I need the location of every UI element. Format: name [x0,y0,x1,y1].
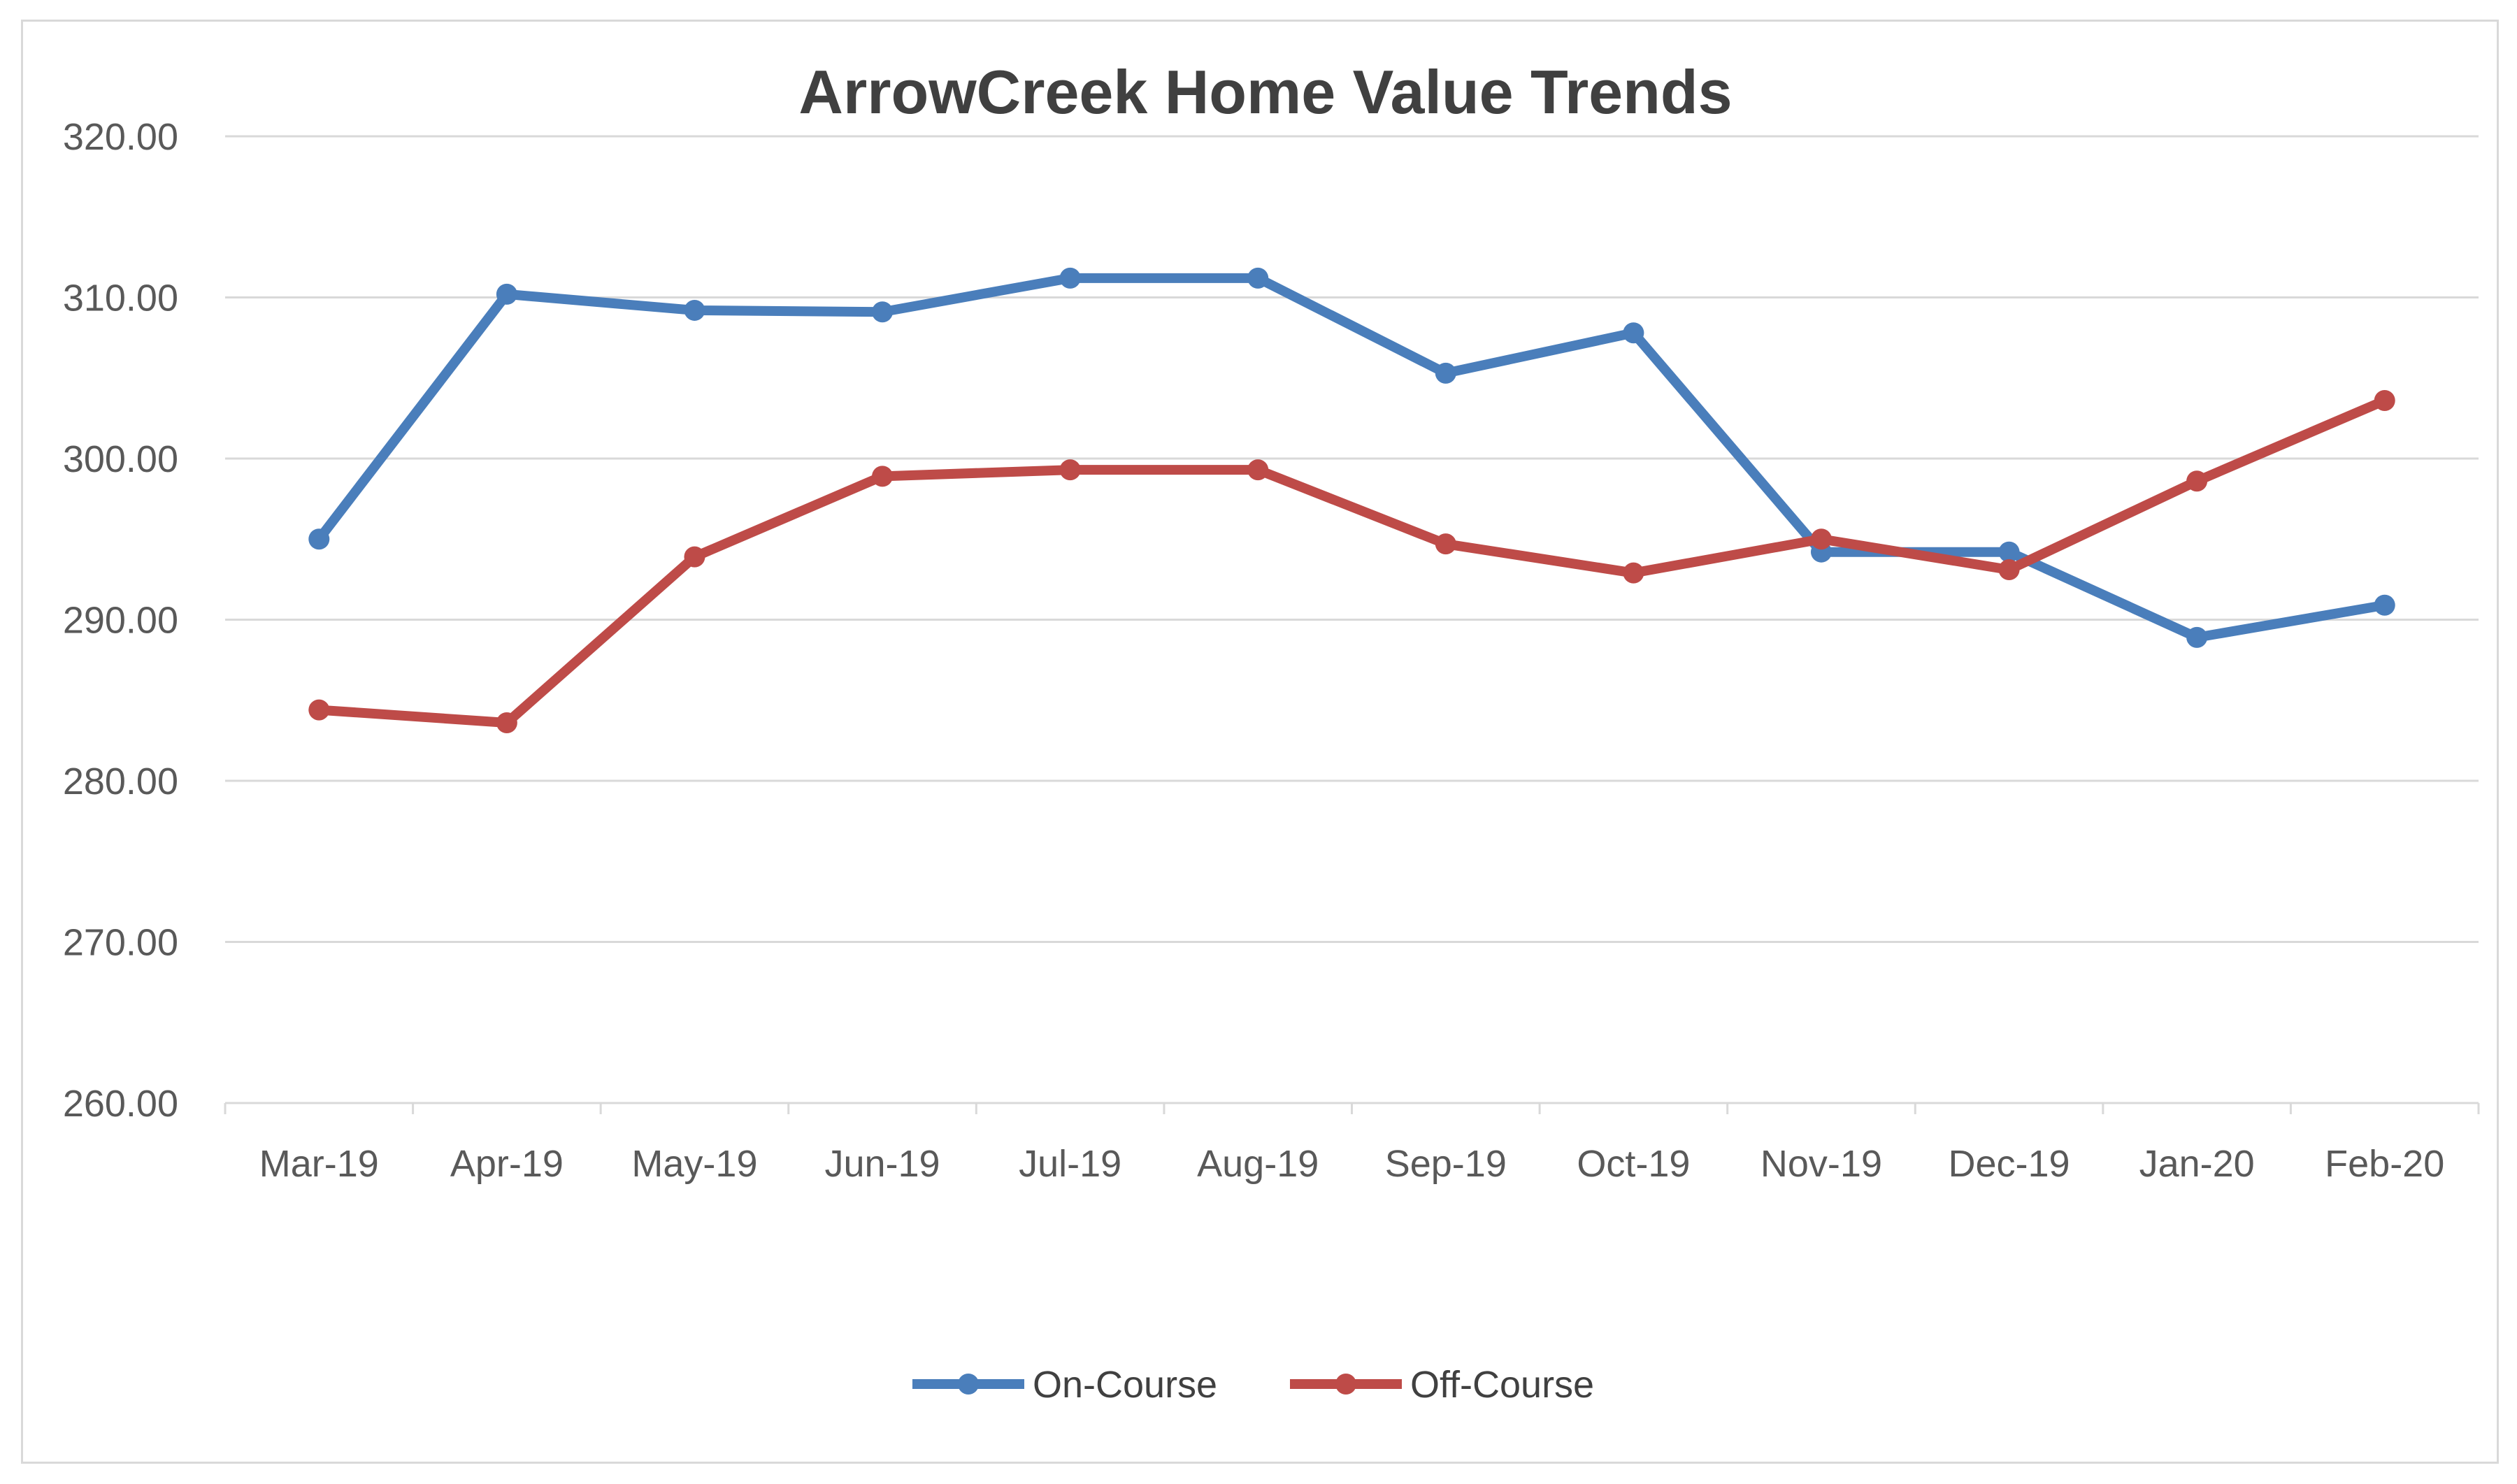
data-point [2186,470,2208,492]
y-tick-label: 260.00 [63,1083,178,1125]
y-tick-label: 320.00 [63,116,178,158]
data-point [308,699,330,721]
legend-label: On-Course [1033,1364,1217,1406]
data-point [684,299,705,321]
data-point [496,712,517,734]
data-point [1059,459,1081,481]
data-point [872,301,894,323]
x-tick-label: Jan-20 [2139,1143,2255,1185]
data-point [2374,594,2395,616]
data-point [2374,390,2395,412]
legend-swatch-marker [958,1374,979,1395]
chart-title: ArrowCreek Home Value Trends [798,57,1732,127]
data-point [1998,559,2020,581]
x-tick-label: Nov-19 [1761,1143,1882,1185]
legend-item: Off-Course [1290,1364,1594,1406]
x-tick-label: Feb-20 [2325,1143,2444,1185]
legend-swatch-marker [1335,1374,1356,1395]
data-point [1623,322,1644,344]
data-point [308,528,330,550]
x-axis-tick-labels: Mar-19 Apr-19 May-19 Jun-19 Jul-19 Aug-19 Sep-… [259,1143,2444,1185]
series-lines [308,267,2395,734]
y-tick-label: 310.00 [63,278,178,319]
series-off-course [308,390,2395,734]
y-tick-label: 300.00 [63,438,178,480]
x-tick-label: Sep-19 [1385,1143,1507,1185]
x-tick-label: May-19 [631,1143,757,1185]
chart-area [21,20,2499,1464]
data-point [684,546,705,568]
x-tick-label: Jul-19 [1019,1143,1121,1185]
y-tick-label: 280.00 [63,761,178,802]
data-point [1623,562,1644,584]
x-tick-label: Apr-19 [450,1143,564,1185]
x-tick-label: Jun-19 [824,1143,940,1185]
y-tick-label: 270.00 [63,922,178,964]
y-tick-label: 290.00 [63,600,178,642]
data-point [872,466,894,487]
y-axis-tick-labels: 260.00 270.00 280.00 290.00 300.00 310.00 320.… [63,116,178,1125]
series-on-course [308,267,2395,648]
gridlines [225,135,2479,943]
data-point [2186,626,2208,648]
data-point [496,283,517,305]
x-tick-label: Aug-19 [1197,1143,1319,1185]
data-point [1998,541,2020,563]
data-point [1435,533,1456,555]
data-point [1059,267,1081,289]
x-tick-label: Oct-19 [1577,1143,1690,1185]
legend: On-Course Off-Course [912,1364,1594,1406]
x-axis [224,1102,2480,1114]
data-point [1810,528,1832,550]
data-point [1247,267,1269,289]
series-line [314,273,2390,642]
data-point [1247,459,1269,481]
legend-label: Off-Course [1410,1364,1594,1406]
x-tick-label: Mar-19 [259,1143,379,1185]
x-tick-label: Dec-19 [1949,1143,2070,1185]
data-point [1435,362,1456,384]
series-line [314,396,2390,728]
legend-item: On-Course [912,1364,1217,1406]
